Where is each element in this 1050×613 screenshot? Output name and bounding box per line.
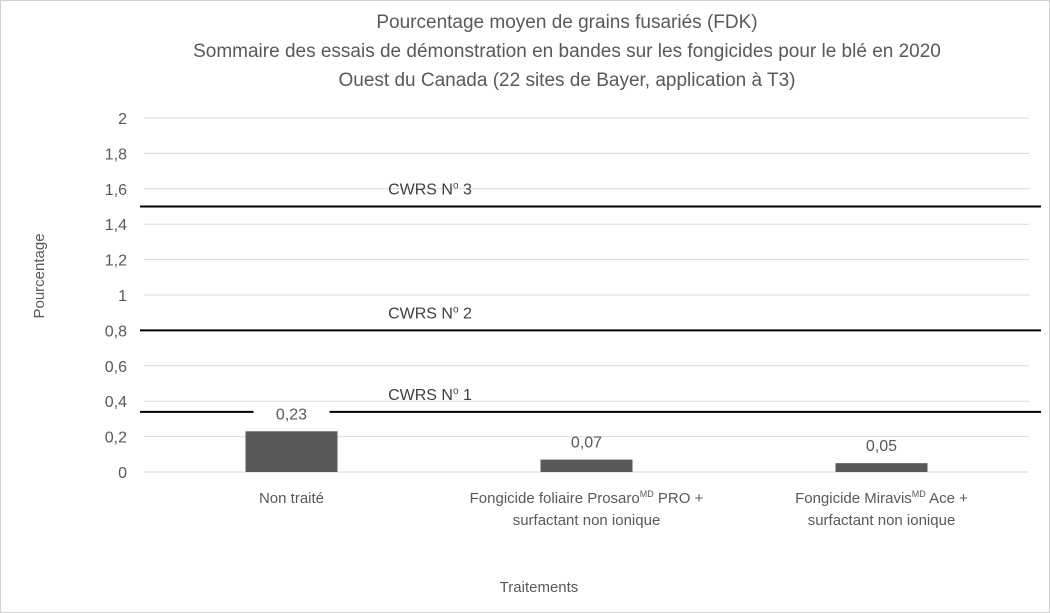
y-tick-label: 0,8 — [105, 323, 127, 340]
bar — [835, 463, 928, 472]
data-labels: 0,23 0,07 0,05 — [276, 406, 897, 455]
chart-title-line: Sommaire des essais de démonstration en … — [193, 41, 941, 62]
category-labels: Non traité Fongicide foliaire ProsaroMD P… — [259, 489, 968, 529]
data-label: 0,05 — [866, 438, 897, 455]
y-tick-label: 2 — [118, 111, 127, 128]
y-tick-label: 0,2 — [105, 430, 127, 447]
y-tick-label: 0,4 — [105, 394, 127, 411]
chart-title-line: Ouest du Canada (22 sites de Bayer, appl… — [339, 70, 796, 91]
category-label: surfactant non ionique — [513, 512, 661, 529]
category-label: surfactant non ionique — [808, 512, 956, 529]
category-label: Fongicide foliaire ProsaroMD PRO + — [470, 489, 704, 507]
y-tick-label: 1,2 — [105, 253, 127, 270]
y-axis-title: Pourcentage — [31, 233, 48, 318]
chart-title-line: Pourcentage moyen de grains fusariés (FD… — [376, 12, 757, 33]
bar — [245, 431, 338, 472]
y-tick-label: 1,4 — [105, 217, 127, 234]
y-tick-labels: 0 0,2 0,4 0,6 0,8 1 1,2 1,4 1,6 1,8 2 — [105, 111, 127, 482]
x-axis-title: Traitements — [500, 579, 579, 596]
reference-line-label: CWRS No 2 — [388, 304, 472, 322]
chart-title: Pourcentage moyen de grains fusariés (FD… — [193, 12, 941, 91]
data-label: 0,07 — [571, 435, 602, 452]
y-tick-label: 1 — [118, 288, 127, 305]
y-tick-label: 0 — [118, 465, 127, 482]
bars — [245, 431, 928, 472]
reference-line-label: CWRS No 3 — [388, 181, 472, 199]
category-label: Fongicide MiravisMD Ace + — [795, 489, 968, 507]
category-label: Non traité — [259, 490, 324, 507]
data-label: 0,23 — [276, 406, 307, 423]
y-tick-label: 1,6 — [105, 182, 127, 199]
y-tick-label: 0,6 — [105, 359, 127, 376]
reference-line-label: CWRS No 1 — [388, 386, 472, 404]
reference-lines: CWRS No 1 CWRS No 2 CWRS No 3 — [140, 181, 1041, 413]
bar — [540, 459, 633, 472]
y-tick-label: 1,8 — [105, 146, 127, 163]
